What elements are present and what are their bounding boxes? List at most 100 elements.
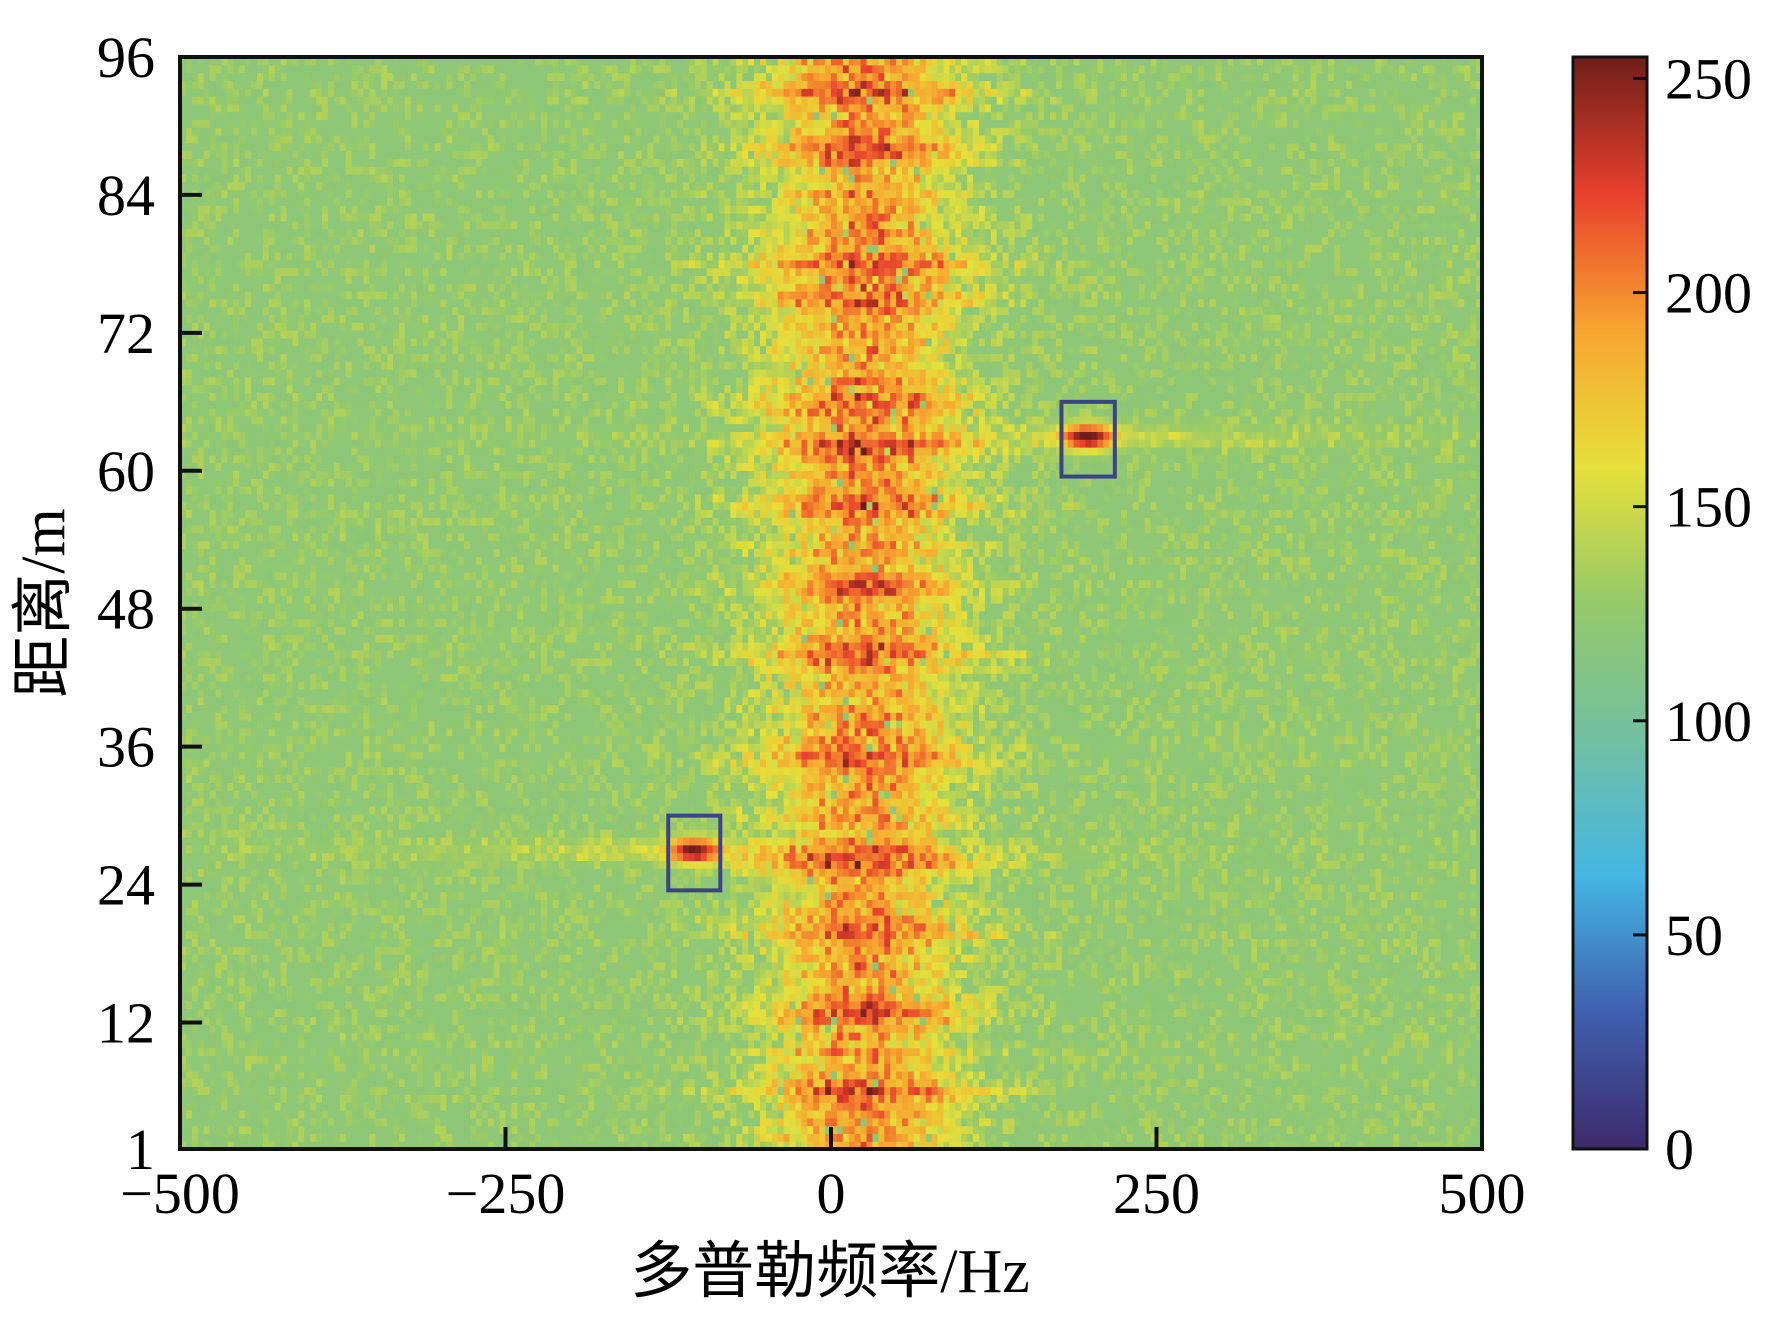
heatmap-cell: [547, 1110, 554, 1118]
heatmap-cell: [476, 1079, 483, 1087]
heatmap-cell: [304, 1094, 311, 1102]
heatmap-cell: [713, 1063, 720, 1071]
heatmap-cell: [494, 993, 501, 1001]
heatmap-cell: [695, 1024, 702, 1032]
heatmap-cell: [1287, 1055, 1294, 1063]
heatmap-cell: [1127, 985, 1134, 993]
heatmap-cell: [642, 970, 649, 978]
heatmap-cell: [411, 985, 418, 993]
heatmap-cell: [470, 1055, 477, 1063]
heatmap-cell: [659, 1110, 666, 1118]
heatmap-cell: [1145, 1118, 1152, 1126]
heatmap-cell: [1103, 1133, 1110, 1141]
heatmap-cell: [967, 1055, 974, 1063]
heatmap-cell: [322, 1055, 329, 1063]
heatmap-cell: [1186, 1118, 1193, 1126]
heatmap-cell: [387, 1126, 394, 1134]
heatmap-cell: [553, 993, 560, 1001]
heatmap-cell: [938, 977, 945, 985]
heatmap-cell: [275, 1055, 282, 1063]
heatmap-cell: [547, 977, 554, 985]
heatmap-cell: [1239, 985, 1246, 993]
heatmap-cell: [896, 1024, 903, 1032]
heatmap-cell: [417, 1102, 424, 1110]
heatmap-cell: [210, 1063, 217, 1071]
heatmap-cell: [399, 1071, 406, 1079]
heatmap-cell: [831, 1032, 838, 1040]
heatmap-cell: [1180, 1094, 1187, 1102]
heatmap-cell: [878, 1133, 885, 1141]
heatmap-cell: [559, 1040, 566, 1048]
heatmap-cell: [837, 993, 844, 1001]
heatmap-cell: [1151, 1110, 1158, 1118]
heatmap-cell: [1103, 1040, 1110, 1048]
heatmap-cell: [1062, 1094, 1069, 1102]
heatmap-cell: [559, 1087, 566, 1095]
heatmap-cell: [1381, 985, 1388, 993]
heatmap-cell: [695, 1087, 702, 1095]
heatmap-cell: [695, 970, 702, 978]
heatmap-cell: [269, 1126, 276, 1134]
heatmap-cell: [1056, 1079, 1063, 1087]
heatmap-cell: [1080, 1024, 1087, 1032]
heatmap-cell: [387, 1063, 394, 1071]
heatmap-cell: [1157, 1024, 1164, 1032]
heatmap-cell: [742, 1118, 749, 1126]
heatmap-cell: [334, 1133, 341, 1141]
heatmap-cell: [1222, 1110, 1229, 1118]
heatmap-cell: [369, 1009, 376, 1017]
heatmap-cell: [872, 1079, 879, 1087]
heatmap-cell: [565, 1009, 572, 1017]
heatmap-cell: [908, 1024, 915, 1032]
heatmap-cell: [872, 1133, 879, 1141]
heatmap-cell: [1287, 985, 1294, 993]
heatmap-cell: [1080, 977, 1087, 985]
heatmap-cell: [322, 1110, 329, 1118]
heatmap-cell: [730, 1032, 737, 1040]
heatmap-cell: [1251, 1079, 1258, 1087]
heatmap-cell: [760, 970, 767, 978]
heatmap-cell: [446, 1024, 453, 1032]
heatmap-cell: [1435, 1055, 1442, 1063]
heatmap-cell: [677, 1001, 684, 1009]
heatmap-cell: [1441, 1118, 1448, 1126]
heatmap-cell: [701, 1071, 708, 1079]
heatmap-cell: [529, 1048, 536, 1056]
heatmap-cell: [1080, 1102, 1087, 1110]
heatmap-cell: [310, 1087, 317, 1095]
heatmap-cell: [322, 1001, 329, 1009]
heatmap-cell: [346, 1055, 353, 1063]
heatmap-cell: [1352, 1102, 1359, 1110]
heatmap-cell: [393, 1016, 400, 1024]
heatmap-cell: [358, 970, 365, 978]
heatmap-cell: [724, 1087, 731, 1095]
heatmap-cell: [778, 1094, 785, 1102]
heatmap-cell: [227, 1048, 234, 1056]
heatmap-cell: [369, 1001, 376, 1009]
heatmap-cell: [221, 1063, 228, 1071]
heatmap-cell: [807, 970, 814, 978]
heatmap-cell: [316, 1094, 323, 1102]
heatmap-cell: [1233, 1024, 1240, 1032]
heatmap-cell: [1186, 1055, 1193, 1063]
heatmap-cell: [523, 1133, 530, 1141]
heatmap-cell: [482, 1102, 489, 1110]
heatmap-cell: [393, 977, 400, 985]
heatmap-cell: [1393, 1118, 1400, 1126]
heatmap-cell: [1405, 1009, 1412, 1017]
heatmap-cell: [730, 1094, 737, 1102]
heatmap-cell: [819, 1024, 826, 1032]
heatmap-cell: [1168, 1133, 1175, 1141]
heatmap-cell: [648, 1102, 655, 1110]
heatmap-cell: [606, 1118, 613, 1126]
heatmap-cell: [659, 1079, 666, 1087]
heatmap-cell: [340, 1032, 347, 1040]
heatmap-cell: [1168, 993, 1175, 1001]
heatmap-cell: [784, 1071, 791, 1079]
heatmap-cell: [358, 1001, 365, 1009]
heatmap-cell: [210, 1055, 217, 1063]
heatmap-cell: [1233, 1087, 1240, 1095]
heatmap-cell: [902, 1001, 909, 1009]
heatmap-cell: [1133, 1040, 1140, 1048]
heatmap-cell: [363, 1024, 370, 1032]
